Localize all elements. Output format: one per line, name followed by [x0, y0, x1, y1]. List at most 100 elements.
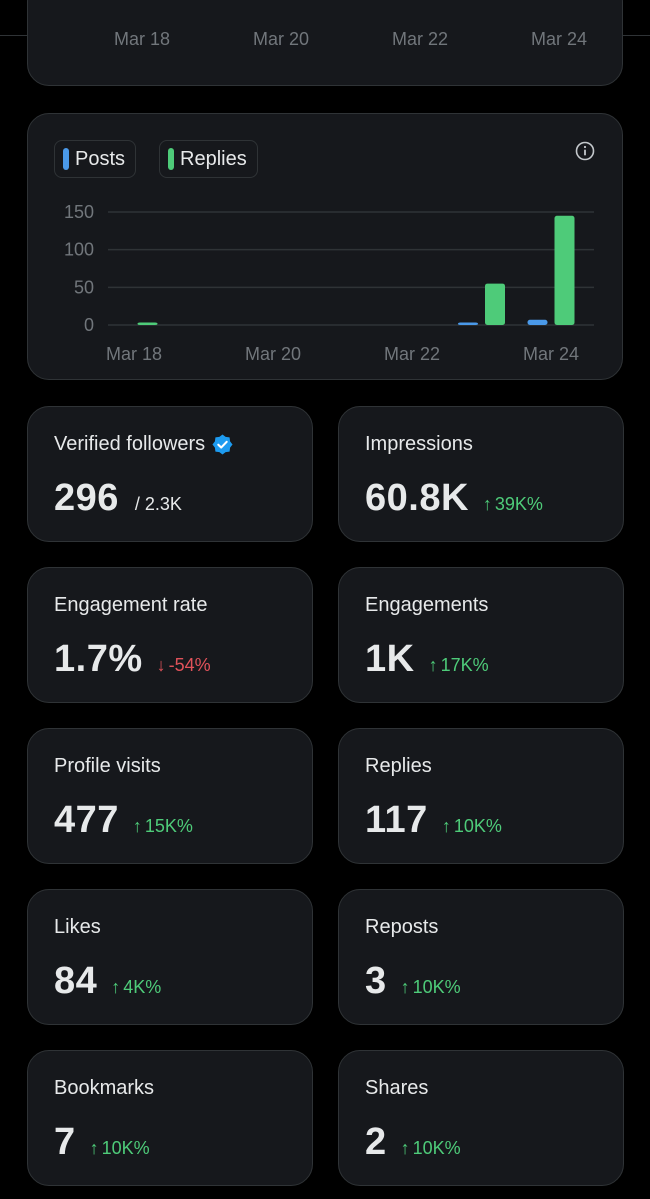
metric-card-likes[interactable]: Likes 84 ↑ 4K%	[27, 889, 313, 1025]
arrow-up-icon: ↑	[482, 494, 492, 514]
metric-change-value: 10K%	[101, 1138, 150, 1158]
bar-replies[interactable]	[485, 283, 505, 325]
metric-label: Shares	[365, 1077, 428, 1100]
bar-posts[interactable]	[458, 322, 478, 326]
bar-posts[interactable]	[527, 319, 548, 325]
metric-card-bookmarks[interactable]: Bookmarks 7 ↑ 10K%	[27, 1050, 313, 1186]
metric-label: Replies	[365, 755, 432, 778]
metric-label: Verified followers	[54, 433, 233, 456]
metric-total: / 2.3K	[134, 494, 182, 514]
legend-posts[interactable]: Posts	[54, 140, 137, 178]
x-tick-label: Mar 20	[245, 344, 301, 364]
previous-x-tick: Mar 18	[113, 29, 171, 49]
info-icon[interactable]	[575, 141, 595, 161]
metric-value: 296	[54, 477, 119, 519]
metric-change: ↑ 39K%	[483, 494, 543, 515]
metric-value-row: 3 ↑ 10K%	[365, 960, 461, 1003]
metric-change: ↑ 10K%	[442, 816, 502, 837]
metric-change-value: 17K%	[440, 655, 489, 675]
metric-label: Bookmarks	[54, 1077, 154, 1100]
metric-label: Engagements	[365, 594, 488, 617]
metric-label-text: Engagements	[365, 594, 489, 616]
metric-card-replies[interactable]: Replies 117 ↑ 10K%	[338, 728, 624, 864]
metric-value-row: 2 ↑ 10K%	[365, 1121, 461, 1164]
previous-x-tick: Mar 24	[530, 29, 588, 49]
metric-label-text: Shares	[365, 1077, 429, 1099]
arrow-down-icon: ↓	[156, 655, 166, 675]
arrow-up-icon: ↑	[400, 1138, 410, 1158]
arrow-up-icon: ↑	[428, 655, 438, 675]
metric-value-row: 1.7% ↓ -54%	[54, 638, 211, 681]
posts-replies-chart-card: Posts Replies 0 50 100 150 Mar 18 Mar 20 Mar 2…	[27, 113, 623, 380]
x-tick-label: Mar 24	[523, 344, 579, 364]
metric-card-impressions[interactable]: Impressions 60.8K ↑ 39K%	[338, 406, 624, 542]
metric-card-engagement-rate[interactable]: Engagement rate 1.7% ↓ -54%	[27, 567, 313, 703]
metric-value: 1.7%	[54, 638, 143, 680]
metric-label-text: Replies	[365, 755, 432, 777]
arrow-up-icon: ↑	[132, 816, 142, 836]
metric-value-row: 296 / 2.3K	[54, 477, 182, 520]
previous-x-tick: Mar 22	[391, 29, 449, 49]
legend-posts-label: Posts	[75, 147, 126, 170]
x-tick-label: Mar 22	[384, 344, 440, 364]
metric-change-value: -54%	[168, 655, 211, 675]
metric-value: 477	[54, 799, 119, 841]
legend-posts-swatch	[63, 148, 69, 170]
y-tick-label: 50	[74, 277, 94, 297]
bar-replies[interactable]	[137, 322, 158, 326]
previous-chart-card: Mar 18 Mar 20 Mar 22 Mar 24	[27, 0, 623, 86]
metric-change-value: 39K%	[494, 494, 543, 514]
metric-change: ↑ 10K%	[90, 1138, 150, 1159]
metric-value-row: 477 ↑ 15K%	[54, 799, 193, 842]
metric-value: 117	[365, 799, 428, 841]
metric-card-shares[interactable]: Shares 2 ↑ 10K%	[338, 1050, 624, 1186]
verified-badge-icon	[212, 434, 233, 455]
previous-x-tick: Mar 20	[252, 29, 310, 49]
metric-value: 2	[365, 1121, 387, 1163]
metric-card-verified-followers[interactable]: Verified followers 296 / 2.3K	[27, 406, 313, 542]
metric-change-value: 15K%	[144, 816, 193, 836]
metric-card-profile-visits[interactable]: Profile visits 477 ↑ 15K%	[27, 728, 313, 864]
metric-card-engagements[interactable]: Engagements 1K ↑ 17K%	[338, 567, 624, 703]
metric-label: Profile visits	[54, 755, 161, 778]
arrow-up-icon: ↑	[89, 1138, 99, 1158]
metric-change-value: 10K%	[412, 1138, 461, 1158]
legend-replies-swatch	[168, 148, 174, 170]
y-tick-label: 150	[64, 202, 94, 222]
metric-value-row: 1K ↑ 17K%	[365, 638, 489, 681]
metric-label: Engagement rate	[54, 594, 207, 617]
metric-change: ↑ 17K%	[429, 655, 489, 676]
y-tick-label: 0	[84, 315, 94, 335]
arrow-up-icon: ↑	[441, 816, 451, 836]
y-tick-label: 100	[64, 240, 94, 260]
bar-replies[interactable]	[554, 215, 575, 325]
metric-change-value: 10K%	[412, 977, 461, 997]
metric-change: ↑ 15K%	[133, 816, 193, 837]
metric-card-reposts[interactable]: Reposts 3 ↑ 10K%	[338, 889, 624, 1025]
metric-value-row: 60.8K ↑ 39K%	[365, 477, 543, 520]
metric-label-text: Profile visits	[54, 755, 161, 777]
metric-change: ↓ -54%	[157, 655, 211, 676]
metric-label-text: Engagement rate	[54, 594, 208, 616]
metric-value: 1K	[365, 638, 415, 680]
metric-value: 3	[365, 960, 387, 1002]
metric-value: 84	[54, 960, 98, 1002]
metric-change-value: 4K%	[123, 977, 162, 997]
metric-label: Reposts	[365, 916, 438, 939]
metric-change-value: 10K%	[453, 816, 502, 836]
arrow-up-icon: ↑	[400, 977, 410, 997]
metric-label-text: Verified followers	[54, 433, 206, 455]
metric-value-row: 7 ↑ 10K%	[54, 1121, 150, 1164]
legend-replies-label: Replies	[180, 147, 247, 170]
metric-label-text: Bookmarks	[54, 1077, 155, 1099]
metric-value-row: 117 ↑ 10K%	[365, 799, 502, 842]
metric-label-text: Likes	[54, 916, 101, 938]
metric-change: ↑ 4K%	[111, 977, 161, 998]
metric-value-row: 84 ↑ 4K%	[54, 960, 161, 1003]
metric-label: Impressions	[365, 433, 473, 456]
x-tick-label: Mar 18	[106, 344, 162, 364]
metric-label: Likes	[54, 916, 101, 939]
metric-value: 7	[54, 1121, 76, 1163]
legend-replies[interactable]: Replies	[159, 140, 258, 178]
bar-chart: 0 50 100 150 Mar 18 Mar 20 Mar 22 Mar 24	[64, 202, 594, 364]
